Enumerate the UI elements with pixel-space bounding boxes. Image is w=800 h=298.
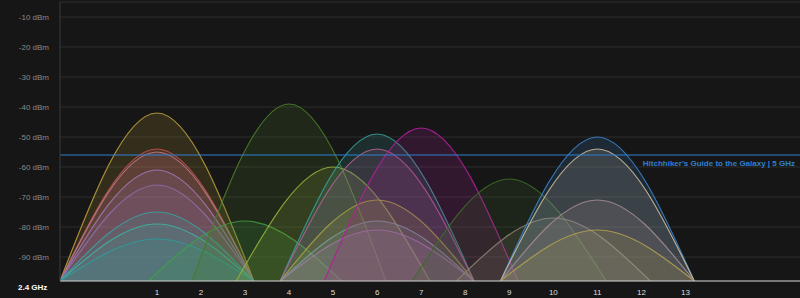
svg-text:-60 dBm: -60 dBm [19, 163, 50, 172]
svg-text:-30 dBm: -30 dBm [19, 73, 50, 82]
svg-text:10: 10 [549, 288, 558, 297]
svg-text:-20 dBm: -20 dBm [19, 43, 50, 52]
svg-text:9: 9 [507, 288, 512, 297]
svg-text:2: 2 [199, 288, 204, 297]
svg-text:11: 11 [593, 288, 602, 297]
svg-text:8: 8 [463, 288, 468, 297]
svg-text:13: 13 [681, 288, 690, 297]
svg-text:Hitchhiker's Guide to the Gala: Hitchhiker's Guide to the Galaxy | 5 GHz [643, 159, 792, 168]
svg-text:-90 dBm: -90 dBm [19, 253, 50, 262]
svg-text:-10 dBm: -10 dBm [19, 13, 50, 22]
svg-text:6: 6 [375, 288, 380, 297]
svg-text:4: 4 [287, 288, 292, 297]
svg-text:-70 dBm: -70 dBm [19, 193, 50, 202]
svg-text:-40 dBm: -40 dBm [19, 103, 50, 112]
svg-text:3: 3 [243, 288, 248, 297]
svg-text:-80 dBm: -80 dBm [19, 223, 50, 232]
svg-text:1: 1 [155, 288, 160, 297]
svg-text:5: 5 [331, 288, 336, 297]
svg-text:-50 dBm: -50 dBm [19, 133, 50, 142]
svg-text:7: 7 [419, 288, 424, 297]
html-text:2.4 GHz: 2.4 GHz [18, 283, 48, 292]
svg-text:12: 12 [637, 288, 646, 297]
